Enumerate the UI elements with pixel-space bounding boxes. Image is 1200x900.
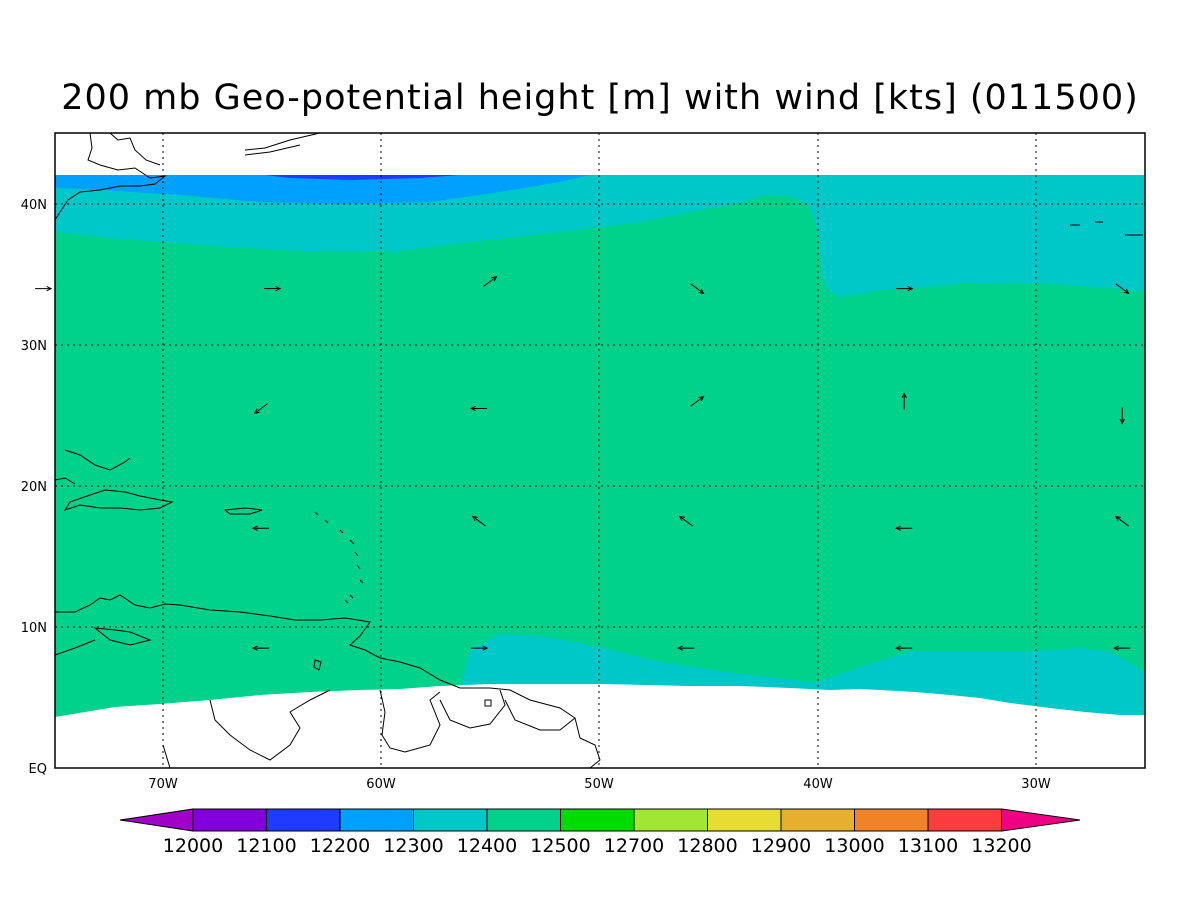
colorbar-label: 12400 [457, 835, 517, 857]
wind-arrow [253, 403, 268, 414]
wind-arrow [690, 283, 705, 295]
contour-12400-north [55, 175, 1145, 297]
lon-label-50w: 50W [584, 777, 614, 792]
colorbar-segment [266, 808, 341, 832]
lon-label-30w: 30W [1021, 777, 1051, 792]
wind-arrow [690, 395, 705, 407]
lat-label-30n: 30N [21, 339, 47, 354]
colorbar: 12000 12100 12200 12300 12400 12500 12700 12800… [119, 808, 1081, 857]
colorbar-label: 12800 [677, 835, 737, 857]
no-data-north [55, 133, 1145, 175]
wind-arrow [677, 645, 695, 651]
lon-label-70w: 70W [148, 777, 178, 792]
wind-arrow [483, 276, 498, 287]
wind-arrow [471, 515, 486, 527]
wind-arrows [35, 276, 1131, 651]
wind-arrow [901, 392, 907, 410]
height-contours [55, 133, 1145, 768]
colorbar-label: 12200 [310, 835, 370, 857]
wind-arrow [1119, 407, 1125, 425]
wind-arrow [1114, 515, 1129, 527]
lat-label-20n: 20N [21, 480, 47, 495]
wind-arrow [1113, 645, 1131, 651]
colorbar-segment [486, 808, 561, 832]
colorbar-segment [780, 808, 855, 832]
lat-label-40n: 40N [21, 198, 47, 213]
wind-arrow [471, 645, 489, 651]
no-data-south [55, 684, 1145, 768]
wind-arrow [251, 645, 270, 651]
colorbar-over-triangle [1001, 808, 1081, 832]
colorbar-segment [633, 808, 708, 832]
colorbar-label: 13200 [971, 835, 1031, 857]
latitude-labels: 40N 30N 20N 10N EQ [21, 198, 47, 777]
lat-label-eq: EQ [29, 762, 47, 777]
colorbar-label: 12700 [604, 835, 664, 857]
wind-arrow [678, 515, 693, 527]
colorbar-label: 12500 [530, 835, 590, 857]
wind-arrow [264, 285, 282, 292]
colorbar-segment [927, 808, 1002, 832]
map-frame [54, 132, 1146, 769]
contour-12300 [55, 175, 590, 204]
colorbar-segment [413, 808, 488, 832]
colorbar-label: 12900 [751, 835, 811, 857]
contour-12400-south [460, 634, 1145, 715]
longitude-labels: 70W 60W 50W 40W 30W [148, 777, 1051, 792]
map-title: 200 mb Geo-potential height [m] with win… [61, 78, 1139, 118]
wind-arrow [895, 525, 913, 531]
colorbar-segment [854, 808, 929, 832]
wind-arrow [469, 405, 488, 412]
colorbar-label: 12100 [236, 835, 296, 857]
wind-arrow [35, 285, 53, 292]
lon-label-60w: 60W [366, 777, 396, 792]
lon-label-40w: 40W [803, 777, 833, 792]
colorbar-label: 13000 [824, 835, 884, 857]
colorbar-under-triangle [119, 808, 194, 832]
contour-12200 [265, 175, 460, 180]
wind-arrow [895, 645, 913, 651]
colorbar-label: 12300 [383, 835, 443, 857]
wind-arrow [1115, 283, 1130, 295]
colorbar-segment [707, 808, 782, 832]
wind-arrow [251, 525, 270, 531]
colorbar-segment [192, 808, 267, 832]
coastlines [54, 132, 1143, 769]
grid [55, 133, 1145, 768]
colorbar-label: 13100 [898, 835, 958, 857]
lat-label-10n: 10N [21, 621, 47, 636]
colorbar-label: 12000 [163, 835, 223, 857]
wind-arrow [896, 285, 914, 292]
colorbar-segment [560, 808, 635, 832]
colorbar-segment [339, 808, 414, 832]
